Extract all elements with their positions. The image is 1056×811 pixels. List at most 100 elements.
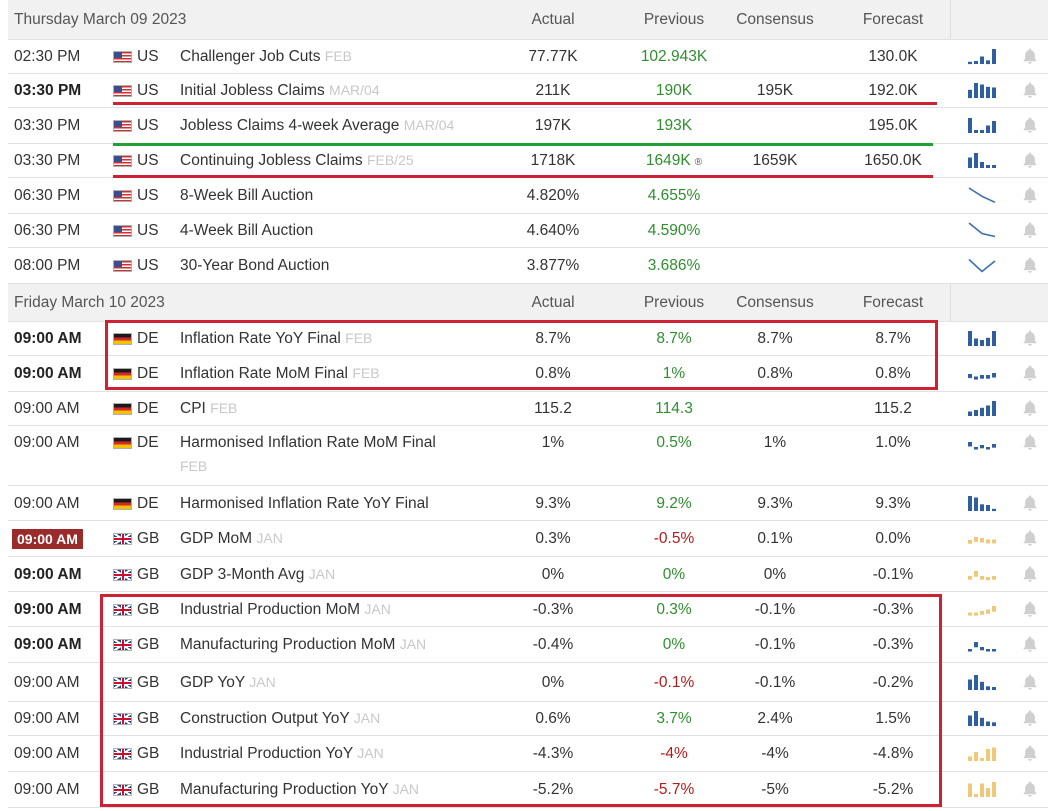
event-row[interactable]: 03:30 PM US Continuing Jobless Claims FEB/… xyxy=(8,144,1048,178)
event-name-cell[interactable]: Inflation Rate YoY Final FEB xyxy=(180,330,372,348)
event-row[interactable]: 09:00 AM GB GDP YoY JAN 0% -0.1% -0.1% -0.2% xyxy=(8,663,1048,702)
event-name-link[interactable]: 30-Year Bond Auction xyxy=(180,257,330,274)
event-name-link[interactable]: Inflation Rate YoY Final xyxy=(180,330,341,347)
event-name-cell[interactable]: Harmonised Inflation Rate YoY Final xyxy=(180,495,429,513)
sparkline-chart xyxy=(968,187,996,204)
event-name-link[interactable]: GDP YoY xyxy=(180,673,245,691)
forecast-value: 9.3% xyxy=(875,494,911,512)
bell-icon[interactable] xyxy=(1021,221,1039,239)
event-row[interactable]: 03:30 PM US Initial Jobless Claims MAR/04 2… xyxy=(8,74,1048,108)
event-name-link[interactable]: Continuing Jobless Claims xyxy=(180,152,363,169)
event-name-cell[interactable]: Jobless Claims 4-week Average MAR/04 xyxy=(180,117,454,135)
bell-icon[interactable] xyxy=(1021,600,1039,618)
event-name-cell[interactable]: Manufacturing Production YoY JAN xyxy=(180,781,419,799)
bell-icon[interactable] xyxy=(1021,635,1039,653)
sparkline-bar xyxy=(992,722,996,727)
event-name-link[interactable]: Jobless Claims 4-week Average xyxy=(180,117,400,134)
event-name-link[interactable]: Industrial Production YoY xyxy=(180,745,353,762)
event-row[interactable]: 09:00 AM GB Manufacturing Production YoY J… xyxy=(8,772,1048,808)
bell-icon[interactable] xyxy=(1021,494,1039,512)
event-time: 09:00 AM xyxy=(14,673,80,691)
event-name-link[interactable]: CPI xyxy=(180,400,206,417)
bell-icon[interactable] xyxy=(1021,256,1039,274)
event-name-link[interactable]: Harmonised Inflation Rate MoM Final xyxy=(180,434,436,451)
event-row[interactable]: 09:00 AM GB GDP 3-Month Avg JAN 0% 0% 0% -0.1% xyxy=(8,557,1048,592)
event-name-cell[interactable]: GDP YoY JAN xyxy=(180,674,276,692)
bell-icon[interactable] xyxy=(1021,399,1039,417)
previous-value: 1649K xyxy=(645,152,691,169)
event-name-cell[interactable]: Challenger Job Cuts FEB xyxy=(180,48,352,66)
previous-value-cell: 0% xyxy=(624,636,724,654)
event-name-link[interactable]: Initial Jobless Claims xyxy=(180,82,325,99)
event-row[interactable]: 09:00 AM DE CPI FEB 115.2 114.3 115.2 xyxy=(8,392,1048,426)
bell-icon[interactable] xyxy=(1021,116,1039,134)
event-row[interactable]: 09:00 AM GB GDP MoM JAN 0.3% -0.5% 0.1% 0.0% xyxy=(8,521,1048,557)
event-row[interactable]: 08:00 PM US 30-Year Bond Auction 3.877% 3.68… xyxy=(8,248,1048,284)
sparkline-chart xyxy=(968,373,996,380)
event-name-cell[interactable]: Continuing Jobless Claims FEB/25 xyxy=(180,152,414,170)
event-name-cell[interactable]: 4-Week Bill Auction xyxy=(180,222,313,240)
event-name-cell[interactable]: CPI FEB xyxy=(180,400,237,418)
bell-icon[interactable] xyxy=(1021,329,1039,347)
bell-icon[interactable] xyxy=(1021,151,1039,169)
bell-icon[interactable] xyxy=(1021,81,1039,99)
bell-icon[interactable] xyxy=(1021,673,1039,691)
bell-icon[interactable] xyxy=(1021,780,1039,798)
bell-icon[interactable] xyxy=(1021,744,1039,762)
event-row[interactable]: 06:30 PM US 4-Week Bill Auction 4.640% 4.590… xyxy=(8,214,1048,248)
event-row[interactable]: 09:00 AM GB Industrial Production MoM JAN -… xyxy=(8,592,1048,627)
event-name-cell[interactable]: Inflation Rate MoM Final FEB xyxy=(180,365,380,383)
sparkline-bar xyxy=(986,539,990,544)
sparkline-bar xyxy=(968,495,972,511)
event-name-cell[interactable]: Initial Jobless Claims MAR/04 xyxy=(180,82,380,100)
event-name-link[interactable]: Harmonised Inflation Rate YoY Final xyxy=(180,494,429,512)
event-name-link[interactable]: Manufacturing Production YoY xyxy=(180,781,389,798)
bell-icon[interactable] xyxy=(1021,47,1039,65)
event-row[interactable]: 09:00 AM DE Inflation Rate MoM Final FEB 0.… xyxy=(8,356,1048,392)
event-row[interactable]: 09:00 AM GB Industrial Production YoY JAN -… xyxy=(8,736,1048,772)
previous-value: 8.7% xyxy=(656,330,692,347)
bell-icon[interactable] xyxy=(1021,565,1039,583)
forecast-value: 0.0% xyxy=(875,530,911,547)
bell-icon[interactable] xyxy=(1021,433,1039,451)
event-name-cell[interactable]: Construction Output YoY JAN xyxy=(180,710,380,728)
sparkline-chart xyxy=(968,153,996,168)
event-row[interactable]: 09:00 AM GB Construction Output YoY JAN 0.6… xyxy=(8,702,1048,736)
previous-value: 1% xyxy=(662,365,686,382)
event-name-link[interactable]: GDP MoM xyxy=(180,530,253,547)
sparkline-bar xyxy=(974,794,978,797)
bell-icon[interactable] xyxy=(1021,186,1039,204)
day-title: Thursday March 09 2023 xyxy=(14,11,187,28)
event-name-cell[interactable]: 30-Year Bond Auction xyxy=(180,257,329,275)
event-name-link[interactable]: 4-Week Bill Auction xyxy=(180,222,314,239)
event-name-cell[interactable]: 8-Week Bill Auction xyxy=(180,187,313,205)
event-name-link[interactable]: Industrial Production MoM xyxy=(180,600,361,618)
bell-icon[interactable] xyxy=(1021,709,1039,727)
bell-icon[interactable] xyxy=(1021,364,1039,382)
event-name-link[interactable]: 8-Week Bill Auction xyxy=(180,187,314,204)
event-period: MAR/04 xyxy=(403,117,455,133)
event-name-link[interactable]: GDP 3-Month Avg xyxy=(180,565,305,583)
event-name-link[interactable]: Construction Output YoY xyxy=(180,710,350,727)
event-row[interactable]: 09:00 AM DE Inflation Rate YoY Final FEB 8.… xyxy=(8,322,1048,356)
event-row[interactable]: 09:00 AM DE Harmonised Inflation Rate YoY … xyxy=(8,486,1048,521)
event-row[interactable]: 09:00 AM GB Manufacturing Production MoM J… xyxy=(8,627,1048,663)
event-name-cell[interactable]: GDP MoM JAN xyxy=(180,530,283,548)
event-name-cell[interactable]: Manufacturing Production MoM JAN xyxy=(180,636,426,654)
sparkline-bar xyxy=(980,340,984,346)
column-header-actual: Actual xyxy=(531,11,575,28)
event-name-cell[interactable]: GDP 3-Month Avg JAN xyxy=(180,566,335,584)
event-row[interactable]: 02:30 PM US Challenger Job Cuts FEB 77.77K 1… xyxy=(8,40,1048,74)
event-row[interactable]: 06:30 PM US 8-Week Bill Auction 4.820% 4.655… xyxy=(8,178,1048,214)
bell-icon[interactable] xyxy=(1021,529,1039,547)
event-name-link[interactable]: Inflation Rate MoM Final xyxy=(180,365,348,382)
forecast-value: 0.8% xyxy=(875,365,911,382)
event-name-link[interactable]: Manufacturing Production MoM xyxy=(180,636,396,653)
event-name-cell[interactable]: Industrial Production MoM JAN xyxy=(180,601,391,619)
event-name-cell[interactable]: Industrial Production YoY JAN xyxy=(180,745,384,763)
event-name-cell[interactable]: Harmonised Inflation Rate MoM Final FEB xyxy=(180,434,436,474)
event-name-link[interactable]: Challenger Job Cuts xyxy=(180,48,321,65)
flag-us-icon xyxy=(113,120,132,132)
event-row[interactable]: 09:00 AM DE Harmonised Inflation Rate MoM … xyxy=(8,426,1048,486)
event-row[interactable]: 03:30 PM US Jobless Claims 4-week Average … xyxy=(8,108,1048,144)
